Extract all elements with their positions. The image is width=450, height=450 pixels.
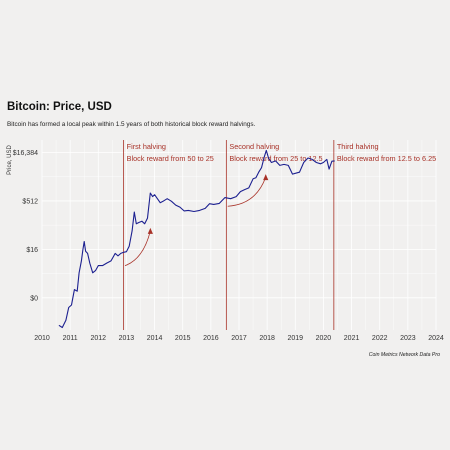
x-tick-label: 2018 bbox=[259, 335, 275, 342]
halving-detail: Block reward from 12.5 to 6.25 bbox=[337, 154, 436, 163]
x-tick-label: 2011 bbox=[63, 335, 78, 342]
y-axis-label: Price, USD bbox=[7, 144, 13, 174]
halving-arrow bbox=[227, 177, 267, 207]
y-tick-label: $0 bbox=[30, 295, 38, 302]
y-tick-label: $512 bbox=[22, 198, 38, 205]
y-tick-label: $16 bbox=[26, 247, 38, 254]
chart-subtitle: Bitcoin has formed a local peak within 1… bbox=[7, 121, 256, 128]
chart-title: Bitcoin: Price, USD bbox=[7, 101, 112, 113]
halving-title: Second halving bbox=[229, 142, 279, 151]
halving-detail: Block reward from 25 to 12.5 bbox=[229, 154, 322, 163]
x-tick-label: 2017 bbox=[231, 335, 247, 342]
x-tick-label: 2014 bbox=[147, 335, 163, 342]
price-line bbox=[58, 149, 335, 329]
x-tick-label: 2016 bbox=[203, 335, 219, 342]
x-tick-label: 2020 bbox=[316, 335, 332, 342]
x-tick-label: 2022 bbox=[372, 335, 388, 342]
halving-title: Third halving bbox=[337, 142, 379, 151]
x-tick-label: 2023 bbox=[400, 335, 416, 342]
x-tick-label: 2013 bbox=[119, 335, 135, 342]
x-tick-label: 2019 bbox=[287, 335, 303, 342]
x-tick-label: 2024 bbox=[428, 335, 444, 342]
x-tick-label: 2015 bbox=[175, 335, 191, 342]
x-tick-label: 2021 bbox=[344, 335, 360, 342]
x-tick-label: 2010 bbox=[34, 335, 50, 342]
arrow-head bbox=[263, 174, 269, 181]
source-credit: Coin Metrics Network Data Pro bbox=[368, 352, 440, 358]
y-tick-label: $16,384 bbox=[13, 150, 38, 157]
x-tick-label: 2012 bbox=[90, 335, 106, 342]
halving-arrow bbox=[124, 230, 151, 267]
halving-detail: Block reward from 50 to 25 bbox=[127, 154, 214, 163]
halving-title: First halving bbox=[127, 142, 166, 151]
arrow-head bbox=[147, 227, 153, 234]
